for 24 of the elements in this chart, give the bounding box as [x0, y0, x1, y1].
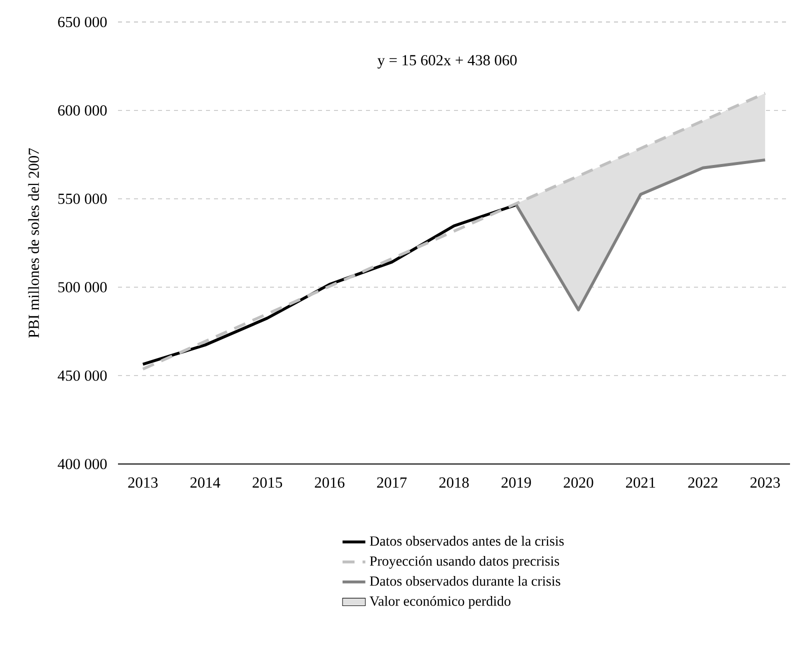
y-tick-label: 450 000: [58, 370, 107, 381]
x-tick-label: 2020: [564, 477, 594, 488]
annotation: y = 15 602x + 438 060: [377, 55, 517, 69]
y-tick-label: 600 000: [58, 105, 107, 116]
y-tick-label: 500 000: [58, 282, 107, 292]
x-tick-label: 2016: [314, 477, 344, 488]
y-tick-label: 550 000: [58, 194, 107, 204]
x-tick-label: 2015: [252, 477, 282, 488]
x-tick-label: 2013: [128, 477, 158, 488]
x-tick-label: 2017: [377, 477, 407, 488]
y-tick-label: 650 000: [58, 16, 107, 28]
x-tick-label: 2022: [688, 477, 718, 488]
y-axis-title: PBI millones de soles del 2007: [28, 148, 39, 338]
legend-label: Valor económico perdido: [370, 596, 510, 609]
legend-label: Datos observados antes de la crisis: [370, 536, 564, 546]
legend-label: Proyección usando datos precrisis: [370, 556, 560, 569]
x-tick-label: 2023: [750, 477, 780, 488]
x-tick-label: 2021: [626, 477, 656, 488]
x-tick-label: 2018: [439, 477, 469, 488]
legend-label: Datos observados durante la crisis: [370, 576, 560, 586]
y-tick-label: 400 000: [58, 458, 107, 470]
x-tick-label: 2019: [502, 477, 531, 488]
x-tick-label: 2014: [190, 477, 220, 488]
line-series: [514, 158, 767, 312]
